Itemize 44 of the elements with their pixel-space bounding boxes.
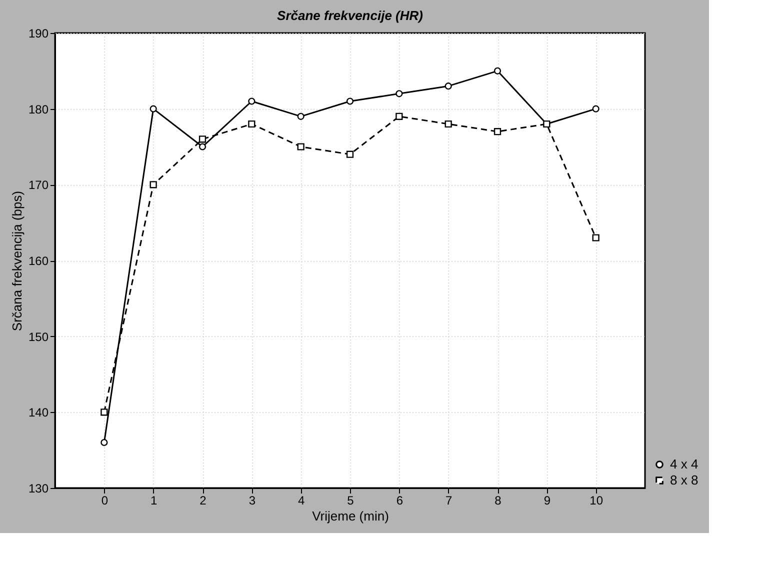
x-tick-label: 2 xyxy=(200,494,207,508)
x-tick-label: 8 xyxy=(494,494,502,508)
point xyxy=(297,112,304,120)
x-tick-label: 4 xyxy=(298,494,305,508)
point xyxy=(150,105,157,112)
point xyxy=(543,120,550,128)
x-axis-title: Vrijeme (min) xyxy=(312,508,389,524)
legend-label: 8 x 8 xyxy=(670,472,698,488)
point xyxy=(396,112,403,120)
x-tick-label: 10 xyxy=(590,494,604,508)
y-tick-label: 160 xyxy=(28,254,49,268)
y-tick-label: 130 xyxy=(28,482,49,496)
point xyxy=(297,143,304,150)
y-tick-label: 150 xyxy=(28,330,49,344)
point xyxy=(346,150,354,158)
y-tick-label: 140 xyxy=(28,406,49,420)
y-tick-label: 190 xyxy=(28,26,49,40)
point xyxy=(248,120,256,128)
point xyxy=(494,67,502,74)
point xyxy=(346,98,354,105)
y-axis-title: Srčana frekvencija (bps) xyxy=(9,190,24,332)
point xyxy=(444,82,452,90)
point xyxy=(248,98,256,105)
point xyxy=(198,136,206,143)
point xyxy=(592,234,600,242)
point xyxy=(444,120,452,128)
chart-title: Srčane frekvencije (HR) xyxy=(277,8,423,23)
point xyxy=(494,128,502,136)
x-tick-label: 0 xyxy=(101,494,108,508)
x-tick-label: 9 xyxy=(544,494,551,508)
y-tick-label: 180 xyxy=(28,102,49,116)
x-tick-label: 1 xyxy=(150,494,158,508)
legend-label: 4 x 4 xyxy=(670,456,698,472)
x-tick-label: 7 xyxy=(445,494,452,508)
point xyxy=(100,408,108,416)
x-tick-label: 3 xyxy=(248,494,256,508)
y-tick-label: 170 xyxy=(28,178,49,192)
point xyxy=(150,181,157,188)
point xyxy=(198,143,206,150)
point xyxy=(100,438,108,446)
x-tick-label: 5 xyxy=(347,494,354,508)
x-tick-label: 6 xyxy=(396,494,404,508)
point xyxy=(396,90,403,98)
point xyxy=(592,105,600,112)
